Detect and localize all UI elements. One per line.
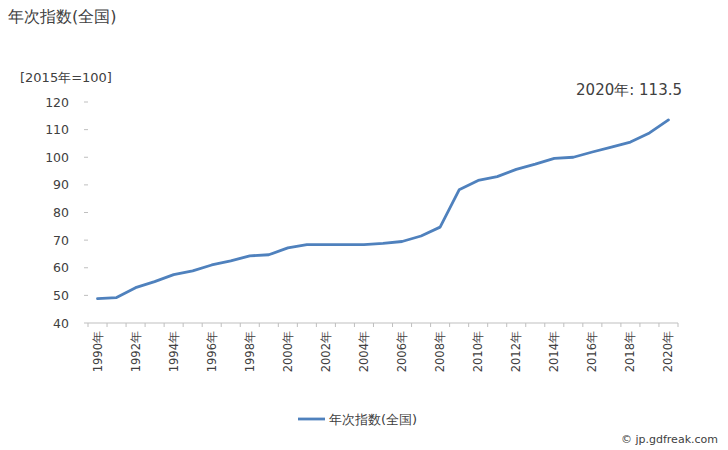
x-tick-label: 2012年 [509, 331, 523, 372]
y-tick-label: 40 [53, 316, 69, 331]
x-tick [164, 323, 165, 327]
source: © jp.gdfreak.com [621, 433, 718, 446]
y-tick-label: 120 [45, 95, 69, 110]
x-tick-label: 2002年 [319, 331, 333, 372]
x-tick [601, 323, 602, 327]
x-tick-label: 2008年 [433, 331, 447, 372]
legend-swatch [298, 418, 325, 421]
y-label: [2015年=100] [20, 70, 112, 85]
x-tick-label: 2010年 [471, 331, 485, 372]
x-tick-label: 2004年 [357, 331, 371, 372]
x-tick [240, 323, 241, 327]
x-tick-end [678, 323, 679, 327]
x-tick [145, 323, 146, 327]
x-tick [354, 323, 355, 327]
y-tick-label: 90 [53, 177, 69, 192]
x-tick [259, 323, 260, 327]
x-tick [316, 323, 317, 327]
annotation: 2020年: 113.5 [576, 81, 682, 99]
y-tick [84, 323, 88, 324]
y-tick [84, 267, 88, 268]
x-tick [278, 323, 279, 327]
legend: 年次指数(全国) [298, 412, 417, 427]
x-tick-label: 2016年 [585, 331, 599, 372]
x-tick [639, 323, 640, 327]
x-tick-label: 2006年 [395, 331, 409, 372]
title: 年次指数(全国) [8, 7, 116, 26]
x-tick-label: 1994年 [167, 331, 181, 372]
x-tick [487, 323, 488, 327]
y-tick [84, 240, 88, 241]
x-tick-label: 2020年 [661, 331, 675, 372]
plot [98, 120, 669, 299]
x-tick [107, 323, 108, 327]
x-tick [544, 323, 545, 327]
y-tick-label: 60 [53, 260, 69, 275]
x-tick [620, 323, 621, 327]
x-tick [126, 323, 127, 327]
x-tick [525, 323, 526, 327]
x-axis [88, 323, 678, 324]
series-line [98, 120, 669, 299]
y-tick [84, 184, 88, 185]
x-tick [183, 323, 184, 327]
y-tick [84, 157, 88, 158]
x-tick [221, 323, 222, 327]
y-tick [84, 295, 88, 296]
x-tick [468, 323, 469, 327]
legend-label: 年次指数(全国) [329, 412, 417, 427]
y-tick [84, 102, 88, 103]
x-tick-label: 2014年 [547, 331, 561, 372]
x-tick [582, 323, 583, 327]
y-tick-label: 100 [45, 150, 69, 165]
x-tick [392, 323, 393, 327]
x-tick [430, 323, 431, 327]
y-tick [84, 129, 88, 130]
x-tick-label: 1990年 [91, 331, 105, 372]
x-tick [658, 323, 659, 327]
chart: 年次指数(全国) [2015年=100] 2020年: 113.5 © jp.gdfr… [0, 0, 728, 450]
x-tick [88, 323, 89, 327]
x-tick [335, 323, 336, 327]
x-tick [297, 323, 298, 327]
x-tick [506, 323, 507, 327]
y-tick [84, 212, 88, 213]
y-tick-label: 110 [45, 122, 69, 137]
x-tick-label: 2000年 [281, 331, 295, 372]
y-tick-label: 80 [53, 205, 69, 220]
x-tick-label: 1996年 [205, 331, 219, 372]
x-tick [373, 323, 374, 327]
x-tick [449, 323, 450, 327]
y-tick-label: 50 [53, 288, 69, 303]
x-tick [563, 323, 564, 327]
x-tick-label: 1998年 [243, 331, 257, 372]
x-tick [202, 323, 203, 327]
x-tick [411, 323, 412, 327]
x-tick-label: 2018年 [623, 331, 637, 372]
y-tick-label: 70 [53, 233, 69, 248]
x-tick-label: 1992年 [129, 331, 143, 372]
